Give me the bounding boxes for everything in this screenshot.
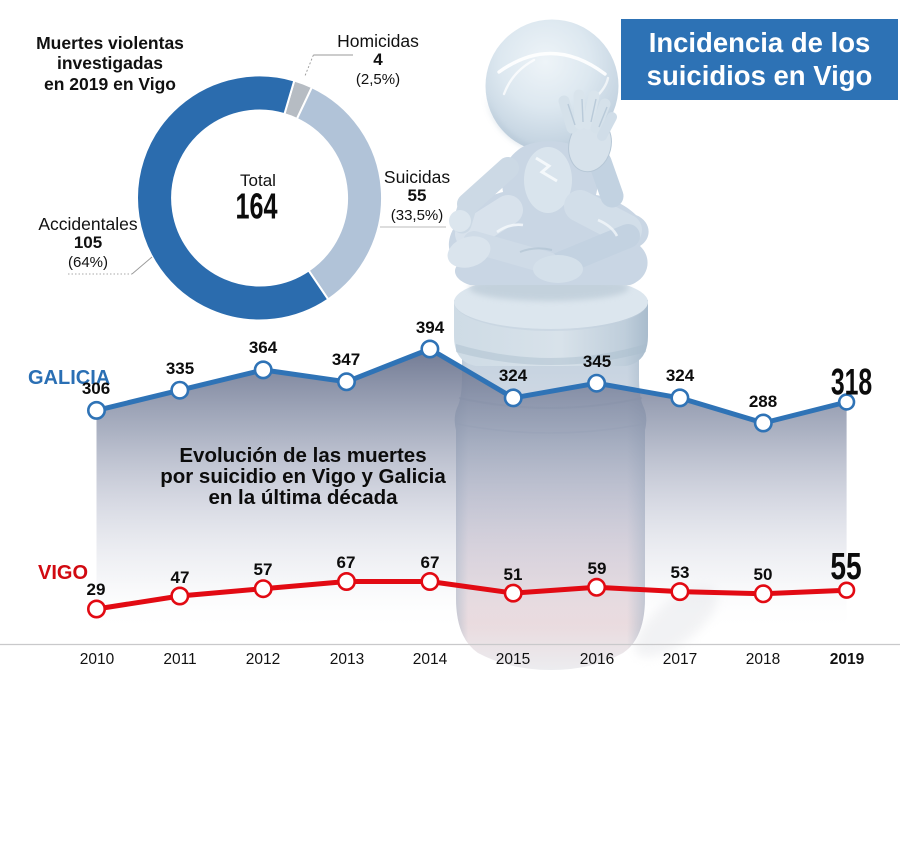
svg-text:55: 55: [830, 546, 861, 588]
svg-text:164: 164: [235, 186, 277, 227]
svg-text:318: 318: [831, 360, 872, 402]
